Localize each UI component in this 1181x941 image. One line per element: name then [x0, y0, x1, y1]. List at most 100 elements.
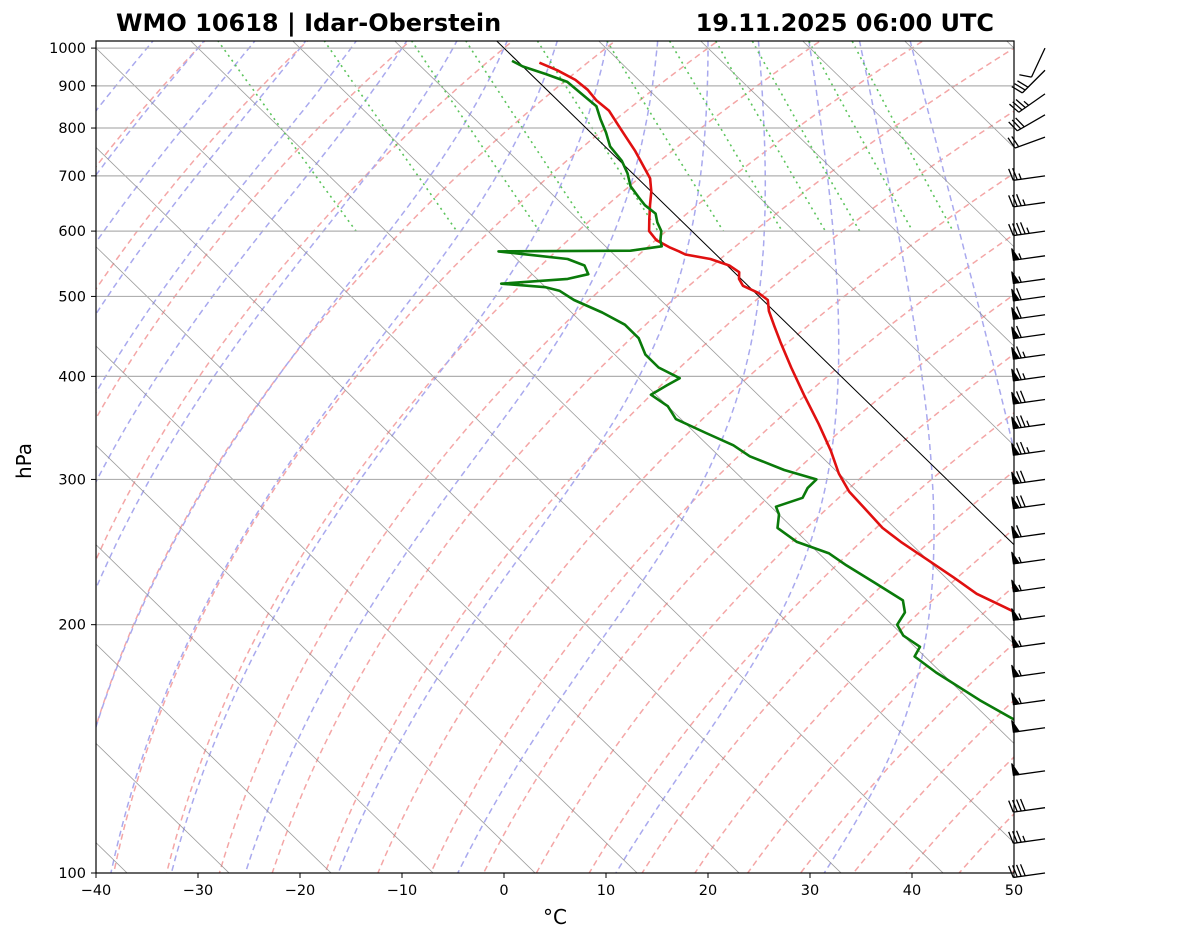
wind-barb-feather — [1011, 136, 1020, 148]
chart-title-station: WMO 10618 | Idar-Oberstein — [116, 9, 501, 37]
wind-barb-feather — [1019, 74, 1032, 78]
wind-barb-pennant — [1011, 763, 1021, 776]
wind-barb-pennant — [1011, 608, 1021, 621]
wind-barb-pennant — [1011, 664, 1021, 678]
wind-barb-feather — [1015, 471, 1022, 484]
wind-barb-feather — [1015, 442, 1022, 455]
wind-barb-pennant — [1011, 471, 1021, 485]
wind-barb — [1009, 93, 1046, 113]
wind-barb-feather — [1012, 168, 1018, 181]
wind-barb-half-feather — [1026, 227, 1030, 234]
isotherm — [190, 41, 1014, 844]
wind-barb-pennant — [1011, 443, 1021, 456]
mixing-ratio-line — [851, 41, 954, 232]
dry-adiabat — [1099, 31, 1181, 892]
wind-barb-feather — [1014, 83, 1026, 91]
dry-adiabat — [96, 41, 206, 168]
wind-barb — [1011, 470, 1046, 485]
dry-adiabat — [1010, 869, 1014, 873]
wind-barb-feather — [1012, 865, 1018, 878]
dry-adiabat — [482, 293, 1014, 873]
wind-barb — [1008, 222, 1046, 237]
wind-barb-feather — [1008, 831, 1014, 844]
wind-barb-pennant — [1011, 416, 1021, 430]
wind-barb — [1011, 69, 1046, 94]
wind-barb-pennant — [1011, 551, 1021, 565]
isotherm — [96, 47, 944, 873]
moist-adiabat — [96, 41, 256, 244]
wind-barb-pennant — [1011, 271, 1021, 284]
x-tick-label: 50 — [1005, 883, 1023, 899]
isotherm — [292, 41, 1014, 744]
moist-adiabat — [96, 41, 408, 484]
y-tick-label: 800 — [58, 121, 86, 137]
moist-adiabat — [96, 41, 508, 730]
wind-barb-feather — [1015, 117, 1025, 128]
wind-barb-feather — [1015, 222, 1022, 235]
wind-barb-half-feather — [1018, 640, 1022, 647]
wind-barb-half-feather — [1018, 173, 1022, 180]
x-tick-label: 10 — [597, 883, 615, 899]
wind-barb-pennant — [1011, 288, 1021, 302]
wind-barb-half-feather — [1018, 584, 1022, 591]
mixing-ratio-line — [323, 41, 458, 232]
isotherm — [96, 146, 842, 873]
wind-barb — [1008, 168, 1046, 181]
wind-barb — [1019, 47, 1046, 78]
wind-barb-feather — [1015, 495, 1022, 508]
background-lines — [96, 31, 1181, 892]
dry-adiabat — [96, 41, 617, 729]
sounding-profiles — [497, 59, 1014, 722]
wind-barb-feather — [1008, 800, 1014, 813]
wind-barb-feather — [1019, 495, 1026, 508]
wind-barb — [1008, 864, 1046, 879]
mixing-ratio-line — [751, 41, 861, 232]
wind-barb-pennant — [1011, 346, 1021, 360]
wind-barb-half-feather — [1026, 446, 1030, 454]
wind-barb — [1011, 608, 1046, 621]
x-tick-label: −40 — [81, 883, 112, 899]
wind-barb-feather — [1015, 367, 1022, 380]
wind-barb-half-feather — [1023, 100, 1030, 106]
wind-barb-feather — [1008, 195, 1014, 208]
mixing-ratio-line — [606, 41, 724, 232]
wind-barb-feather — [1019, 390, 1026, 403]
wind-barb-half-feather — [1026, 420, 1030, 427]
wind-barb-shaft — [1013, 807, 1046, 813]
wind-barb-half-feather — [1018, 276, 1022, 283]
dry-adiabat — [96, 41, 309, 291]
chart-title-time: 19.11.2025 06:00 UTC — [696, 9, 994, 37]
x-tick-label: 40 — [903, 883, 921, 899]
isotherm — [1006, 41, 1014, 49]
wind-barb-feather — [1019, 864, 1026, 877]
wind-barb-feather — [1011, 85, 1023, 94]
wind-barb-pennant — [1011, 635, 1021, 649]
dry-adiabat — [271, 47, 1014, 873]
dry-adiabat — [535, 353, 1014, 873]
wind-barb-feather — [1012, 194, 1018, 207]
wind-barb-feather — [1017, 80, 1029, 88]
wind-barb — [1011, 271, 1046, 285]
wind-barb-half-feather — [1018, 556, 1022, 563]
wind-barb-pennant — [1011, 248, 1021, 261]
isotherm — [598, 41, 1014, 446]
wind-barb — [1007, 136, 1046, 149]
wind-barb-feather — [1019, 222, 1026, 235]
wind-barb — [1011, 248, 1046, 261]
mixing-ratio-line — [668, 41, 783, 232]
y-tick-label: 100 — [58, 866, 86, 882]
wind-barb — [1011, 579, 1046, 593]
mixing-ratio-line — [536, 41, 659, 232]
wind-barb-feather — [1019, 798, 1026, 811]
dry-adiabat — [96, 41, 412, 420]
wind-barb-feather — [1012, 223, 1018, 236]
x-tick-label: −20 — [285, 883, 316, 899]
wind-barb — [1011, 441, 1046, 456]
wind-barb-feather — [1015, 864, 1022, 877]
moist-adiabat — [96, 41, 358, 395]
wind-barb-feather — [1007, 137, 1016, 149]
wind-barb-half-feather — [1018, 669, 1022, 677]
wind-barb — [1008, 114, 1046, 132]
wind-barb-half-feather — [1018, 253, 1022, 260]
x-axis-label: °C — [543, 905, 567, 929]
